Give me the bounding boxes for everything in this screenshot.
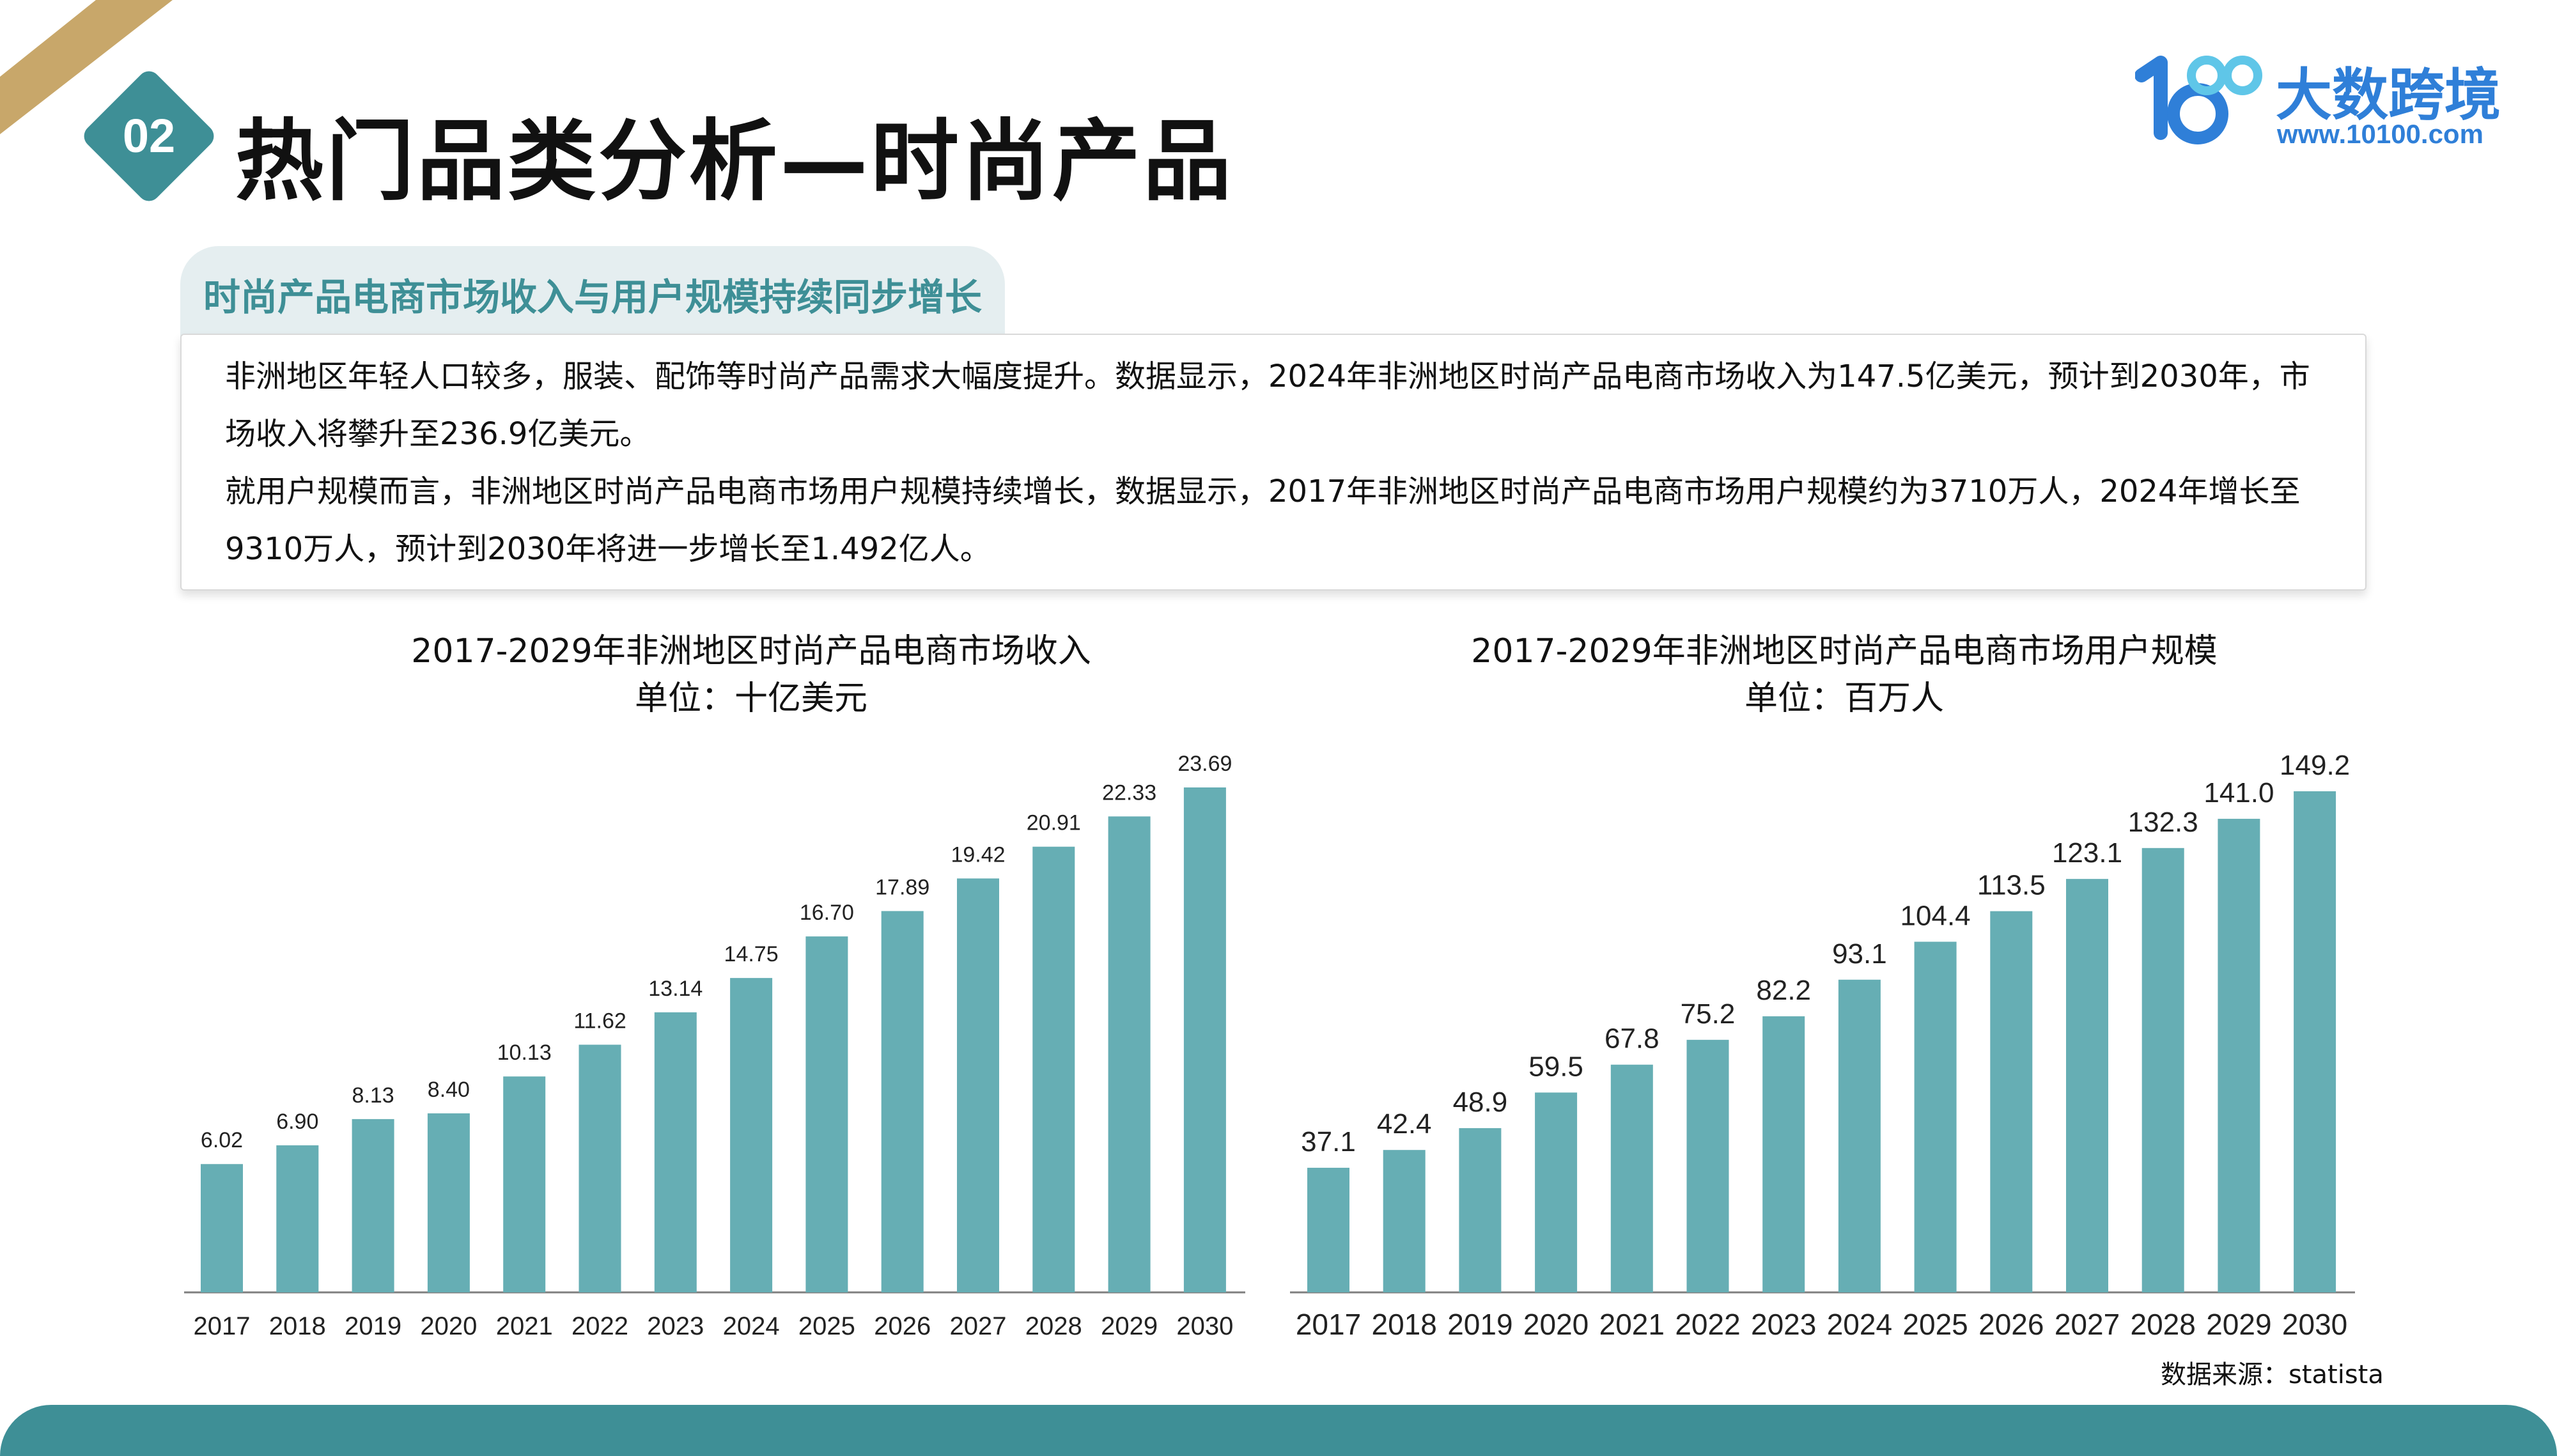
tick-label-2023: 2023 <box>647 1312 704 1340</box>
bar-2018 <box>276 1145 319 1292</box>
tick-label-2028: 2028 <box>1025 1312 1082 1340</box>
bar-2017 <box>201 1164 243 1292</box>
data-label-2017: 6.02 <box>201 1128 243 1152</box>
bar-2025 <box>805 936 848 1292</box>
chart-2-subtitle: 单位：百万人 <box>1744 679 1944 718</box>
logo-url: www.10100.com <box>2277 119 2483 149</box>
data-label-2027: 19.42 <box>951 842 1005 867</box>
data-label-2019: 8.13 <box>352 1083 394 1108</box>
data-label-2025: 16.70 <box>800 901 854 925</box>
data-label-2020: 8.40 <box>428 1078 470 1102</box>
bar-2022 <box>579 1044 621 1292</box>
data-label-2028: 20.91 <box>1027 811 1081 835</box>
bar-2026 <box>881 911 924 1292</box>
bar-2023 <box>654 1012 697 1292</box>
data-label-2021: 10.13 <box>497 1041 552 1065</box>
data-label-2026: 17.89 <box>875 875 929 899</box>
data-label-2024: 14.75 <box>724 942 779 966</box>
data-source: 数据来源：statista <box>2161 1360 2384 1390</box>
intro-textbox: 非洲地区年轻人口较多，服装、配饰等时尚产品需求大幅度提升。数据显示，2024年非… <box>180 334 2367 591</box>
tick-label-2018: 2018 <box>269 1312 326 1340</box>
bar-2021 <box>503 1076 546 1292</box>
tick-label-2030: 2030 <box>1176 1312 1233 1340</box>
bar-2029 <box>1108 816 1151 1292</box>
chart-1-subtitle: 单位：十亿美元 <box>634 679 867 718</box>
section-number: 02 <box>122 109 176 162</box>
footer-band <box>0 1405 2557 1456</box>
bar-2024 <box>730 978 773 1292</box>
tick-label-2024: 2024 <box>723 1312 780 1340</box>
tick-label-2017: 2017 <box>194 1312 251 1340</box>
bar-2020 <box>427 1113 470 1292</box>
tick-label-2022: 2022 <box>571 1312 628 1340</box>
data-label-2018: 6.90 <box>276 1110 318 1134</box>
chart-2-title: 2017-2029年非洲地区时尚产品电商市场用户规模 <box>1471 632 2218 670</box>
section-tab-label: 时尚产品电商市场收入与用户规模持续同步增长 <box>203 275 983 319</box>
data-label-2022: 11.62 <box>573 1009 626 1034</box>
bar-2027 <box>957 878 999 1292</box>
logo-name: 大数跨境 <box>2276 62 2501 128</box>
tick-label-2029: 2029 <box>1101 1312 1158 1340</box>
intro-paragraph-2: 就用户规模而言，非洲地区时尚产品电商市场用户规模持续增长，数据显示，2017年非… <box>225 474 2301 567</box>
intro-paragraph-1: 非洲地区年轻人口较多，服装、配饰等时尚产品需求大幅度提升。数据显示，2024年非… <box>225 359 2310 452</box>
brand-logo: 大数跨境 www.10100.com <box>2135 50 2506 159</box>
data-label-2029: 22.33 <box>1102 780 1156 805</box>
tick-label-2025: 2025 <box>798 1312 855 1340</box>
bar-2028 <box>1032 846 1075 1292</box>
bar-2019 <box>352 1119 394 1292</box>
tick-label-2019: 2019 <box>345 1312 401 1340</box>
tick-label-2026: 2026 <box>874 1312 931 1340</box>
chart-1-title: 2017-2029年非洲地区时尚产品电商市场收入 <box>411 632 1091 670</box>
tick-label-2027: 2027 <box>950 1312 1007 1340</box>
bar-2030 <box>1183 787 1226 1292</box>
logo-mark-icon <box>2135 56 2262 144</box>
page-title: 热门品类分析—时尚产品 <box>235 110 1234 213</box>
section-tab <box>180 246 1005 341</box>
data-label-2023: 13.14 <box>648 977 703 1001</box>
corner-decoration-cut <box>0 0 96 77</box>
section-badge: 02 <box>79 66 219 206</box>
data-label-2030: 23.69 <box>1177 752 1232 776</box>
tick-label-2021: 2021 <box>496 1312 553 1340</box>
tick-label-2020: 2020 <box>420 1312 477 1340</box>
